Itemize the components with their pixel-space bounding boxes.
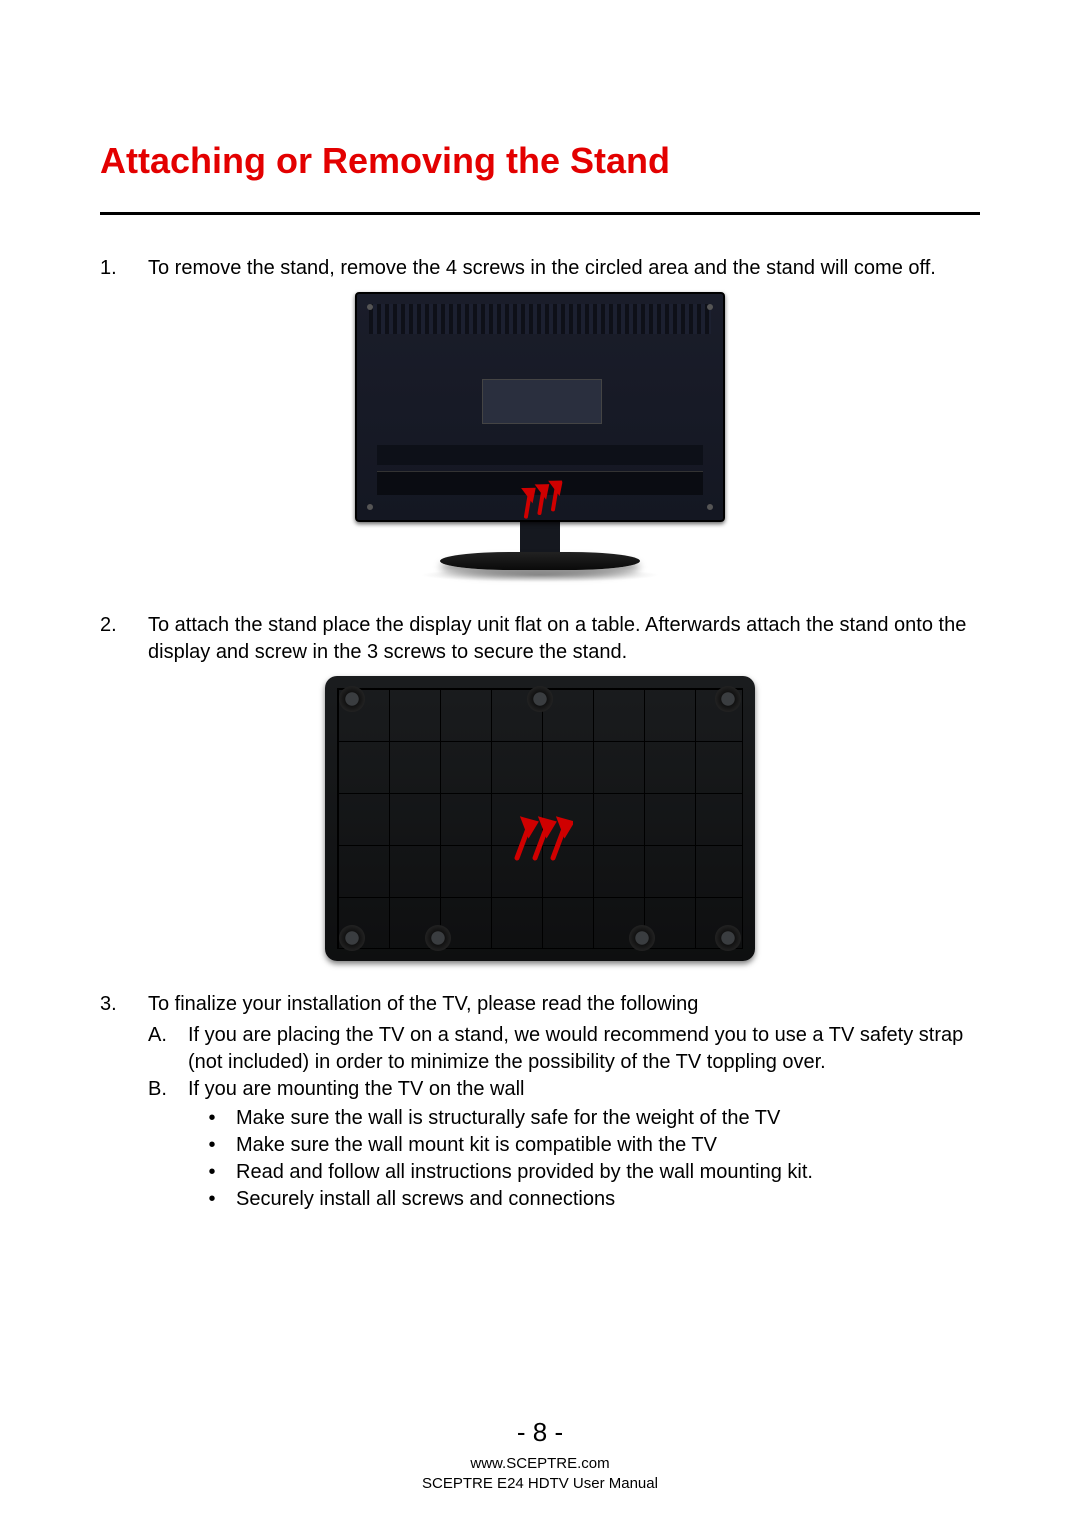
page-title: Attaching or Removing the Stand (100, 140, 980, 182)
step-number: 3. (100, 991, 148, 1213)
bullet-text: Make sure the wall mount kit is compatib… (236, 1132, 717, 1159)
figure-2 (100, 676, 980, 966)
substep-a: A. If you are placing the TV on a stand,… (148, 1022, 980, 1076)
figure-1 (100, 292, 980, 587)
stand-base-illustration (325, 676, 755, 961)
bullet-text: Read and follow all instructions provide… (236, 1159, 813, 1186)
step-3: 3. To finalize your installation of the … (100, 991, 980, 1213)
page-footer: - 8 - www.SCEPTRE.com SCEPTRE E24 HDTV U… (0, 1417, 1080, 1493)
substep-letter: B. (148, 1076, 188, 1213)
step-text: To finalize your installation of the TV,… (148, 993, 698, 1015)
step-1: 1. To remove the stand, remove the 4 scr… (100, 255, 980, 282)
substep-text: If you are placing the TV on a stand, we… (188, 1022, 980, 1076)
footer-doc-title: SCEPTRE E24 HDTV User Manual (0, 1474, 1080, 1494)
bullet-text: Make sure the wall is structurally safe … (236, 1105, 780, 1132)
bullet-icon: • (188, 1132, 236, 1159)
footer-url: www.SCEPTRE.com (0, 1454, 1080, 1474)
step-number: 1. (100, 255, 148, 282)
step-2: 2. To attach the stand place the display… (100, 612, 980, 666)
step-number: 2. (100, 612, 148, 666)
title-rule (100, 212, 980, 215)
bullet-icon: • (188, 1159, 236, 1186)
page-number: - 8 - (0, 1417, 1080, 1448)
step-text: To attach the stand place the display un… (148, 612, 980, 666)
bullet-icon: • (188, 1105, 236, 1132)
bullet-icon: • (188, 1186, 236, 1213)
instruction-list: 1. To remove the stand, remove the 4 scr… (100, 255, 980, 1213)
sub-list: A. If you are placing the TV on a stand,… (148, 1022, 980, 1213)
substep-letter: A. (148, 1022, 188, 1076)
substep-text: If you are mounting the TV on the wall (188, 1078, 525, 1100)
bullet-list: •Make sure the wall is structurally safe… (188, 1105, 980, 1213)
step-text: To remove the stand, remove the 4 screws… (148, 255, 980, 282)
bullet-text: Securely install all screws and connecti… (236, 1186, 615, 1213)
substep-b: B. If you are mounting the TV on the wal… (148, 1076, 980, 1213)
tv-back-illustration (355, 292, 725, 522)
